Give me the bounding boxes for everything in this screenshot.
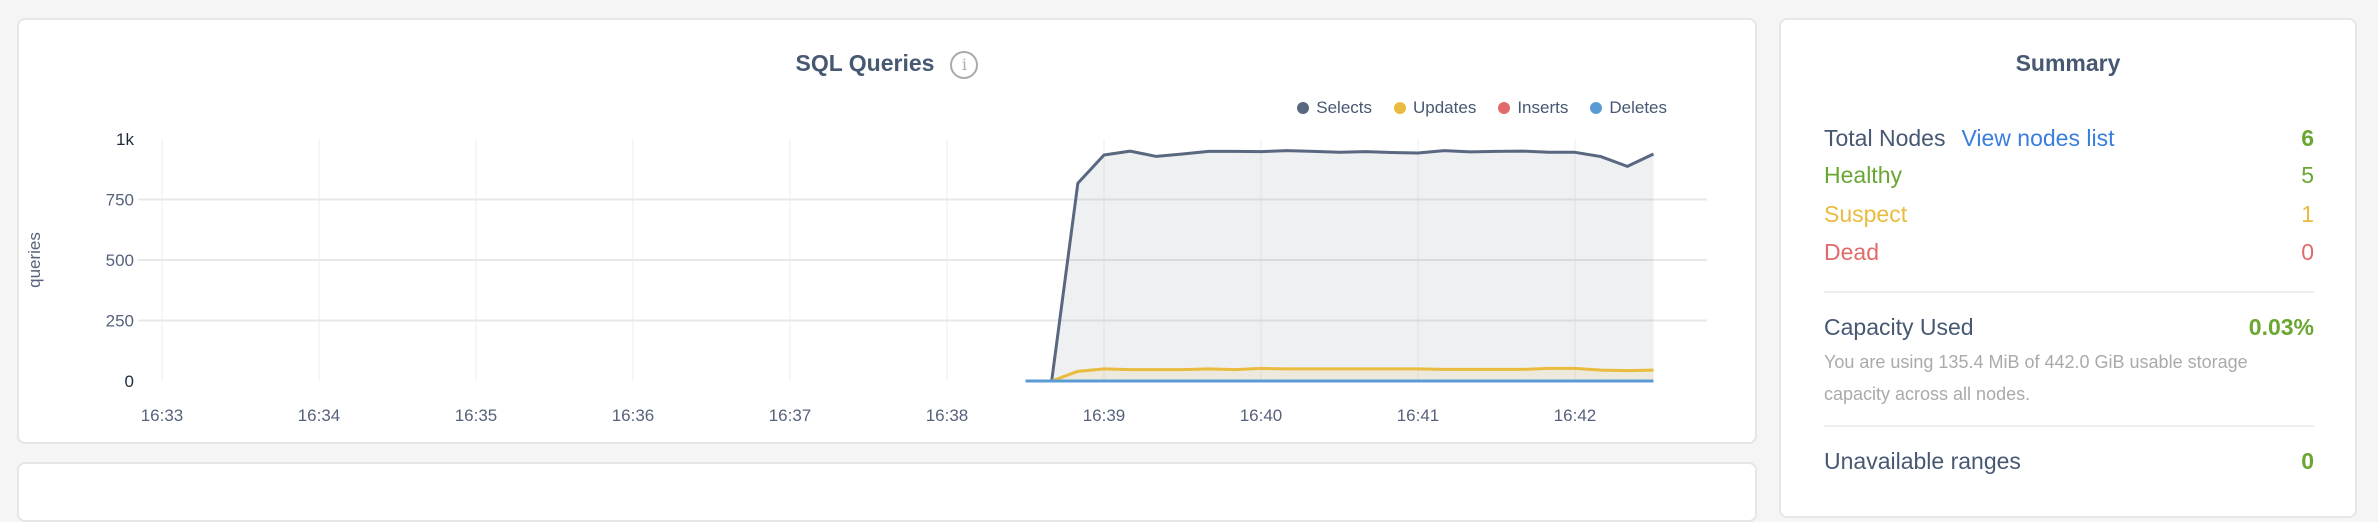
healthy-label: Healthy [1824,162,1902,188]
x-tick-label: 16:40 [1240,406,1283,425]
total-nodes-label: Total Nodes [1824,125,1946,151]
legend-label: Updates [1413,98,1477,117]
total-nodes-value: 6 [2301,125,2314,151]
legend-label: Deletes [1609,98,1667,117]
secondary-card [17,462,1757,522]
series-area-updates [1025,368,1654,381]
suspect-row: Suspect 1 [1824,201,2314,228]
chart-title: SQL Queries i [19,50,1755,79]
healthy-value: 5 [2301,162,2314,188]
legend-label: Inserts [1517,98,1569,117]
legend-item-deletes[interactable]: Deletes [1590,98,1667,118]
y-tick-label: 0 [125,372,134,391]
total-nodes-row: Total Nodes View nodes list 6 [1824,125,2314,152]
legend-dot-icon [1297,102,1310,114]
view-nodes-link[interactable]: View nodes list [1961,125,2115,151]
x-tick-label: 16:41 [1397,406,1440,425]
summary-card: Summary Total Nodes View nodes list 6 Hea… [1779,18,2357,518]
dead-row: Dead 0 [1824,239,2314,266]
y-axis-label: queries [25,232,44,288]
x-tick-label: 16:33 [141,406,184,425]
unavailable-value: 0 [2301,448,2314,474]
series-line-selects [1025,149,1655,383]
x-tick-label: 16:38 [926,406,969,425]
divider [1824,291,2314,293]
suspect-value: 1 [2301,201,2314,227]
legend-label: Selects [1316,98,1372,117]
sql-queries-chart: 16:33 16:34 16:35 16:36 16:37 16:38 16:39 16:40… [25,130,1707,425]
legend-item-inserts[interactable]: Inserts [1498,98,1568,118]
unavailable-label: Unavailable ranges [1824,448,2021,474]
legend-dot-icon [1590,102,1603,114]
capacity-label: Capacity Used [1824,314,1974,340]
legend-item-selects[interactable]: Selects [1297,98,1372,118]
legend-dot-icon [1394,102,1406,114]
series-area-selects [1025,150,1654,381]
x-tick-label: 16:42 [1554,406,1597,425]
x-tick-label: 16:35 [455,406,498,425]
divider [1824,425,2314,427]
suspect-label: Suspect [1824,201,1908,227]
capacity-note: You are using 135.4 MiB of 442.0 GiB usa… [1824,352,2248,404]
y-tick-label: 250 [106,312,134,331]
x-tick-label: 16:34 [298,406,341,425]
x-tick-label: 16:36 [612,406,655,425]
y-tick-label: 1k [116,130,134,149]
series-line-updates [1025,366,1654,383]
y-tick-label: 500 [106,251,134,270]
info-icon[interactable]: i [950,50,979,79]
x-tick-label: 16:37 [769,406,812,425]
chart-title-text: SQL Queries [795,50,935,76]
unavailable-row: Unavailable ranges 0 [1824,448,2314,475]
capacity-row: Capacity Used 0.03% [1824,314,2314,341]
summary-title: Summary [2015,50,2121,76]
healthy-row: Healthy 5 [1824,162,2314,189]
dead-label: Dead [1824,239,1879,265]
y-tick-label: 750 [106,191,134,210]
legend-dot-icon [1498,102,1511,114]
capacity-value: 0.03% [2248,314,2314,340]
dead-value: 0 [2301,239,2314,265]
sql-queries-card: 16:33 16:34 16:35 16:36 16:37 16:38 16:39 16:40… [17,18,1757,444]
chart-legend: Selects Updates Inserts Deletes [1297,98,1667,118]
x-tick-label: 16:39 [1083,406,1126,425]
legend-item-updates[interactable]: Updates [1394,98,1476,118]
